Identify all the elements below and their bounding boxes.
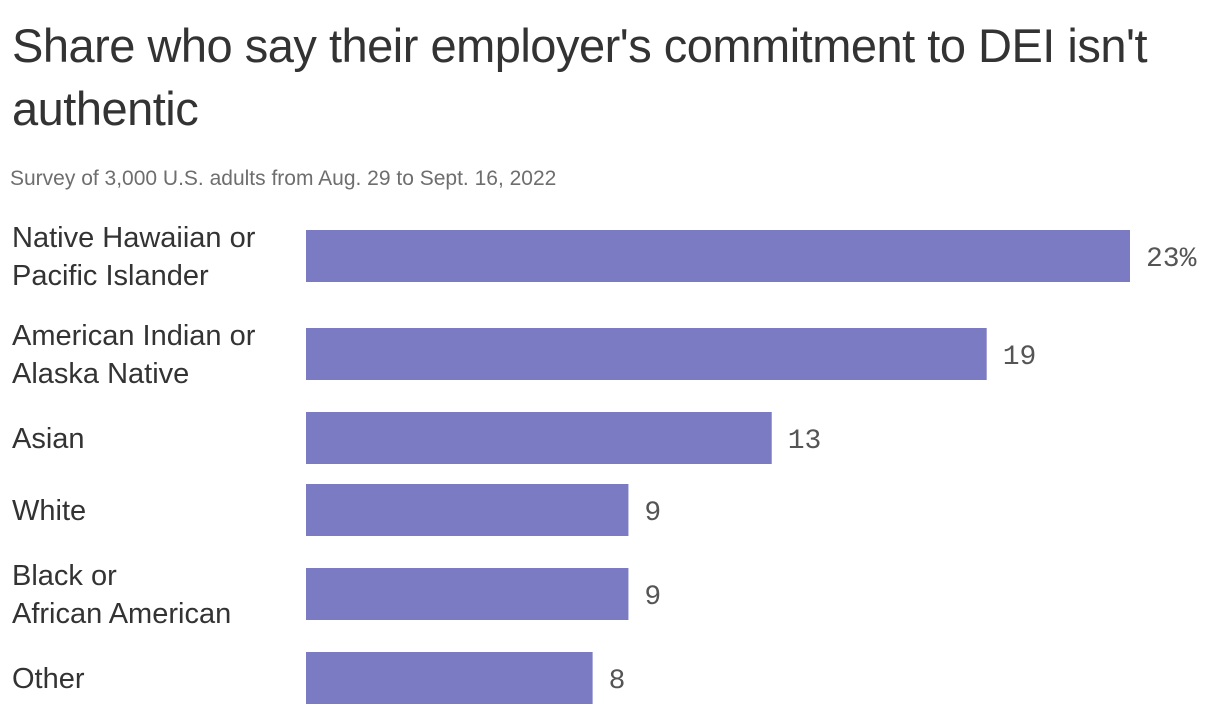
bar-2 — [306, 412, 772, 464]
category-label-2: Asian — [12, 423, 85, 455]
value-label-4: 9 — [644, 582, 661, 613]
bar-5 — [306, 652, 593, 704]
category-label-3: White — [12, 495, 86, 527]
value-label-1: 19 — [1003, 342, 1037, 373]
chart-subtitle: Survey of 3,000 U.S. adults from Aug. 29… — [10, 167, 557, 190]
category-label-5: Other — [12, 663, 85, 695]
bar-3 — [306, 484, 629, 536]
category-label-4: Black or African American — [12, 560, 231, 630]
bar-0 — [306, 230, 1130, 282]
value-label-5: 8 — [609, 666, 626, 697]
value-label-0: 23% — [1146, 244, 1197, 275]
bar-4 — [306, 568, 629, 620]
value-label-2: 13 — [788, 426, 822, 457]
bar-1 — [306, 328, 987, 380]
value-label-3: 9 — [644, 498, 661, 529]
category-label-0: Native Hawaiian or Pacific Islander — [12, 222, 256, 292]
chart-title: Share who say their employer's commitmen… — [12, 19, 1148, 135]
category-label-1: American Indian or Alaska Native — [12, 320, 256, 390]
